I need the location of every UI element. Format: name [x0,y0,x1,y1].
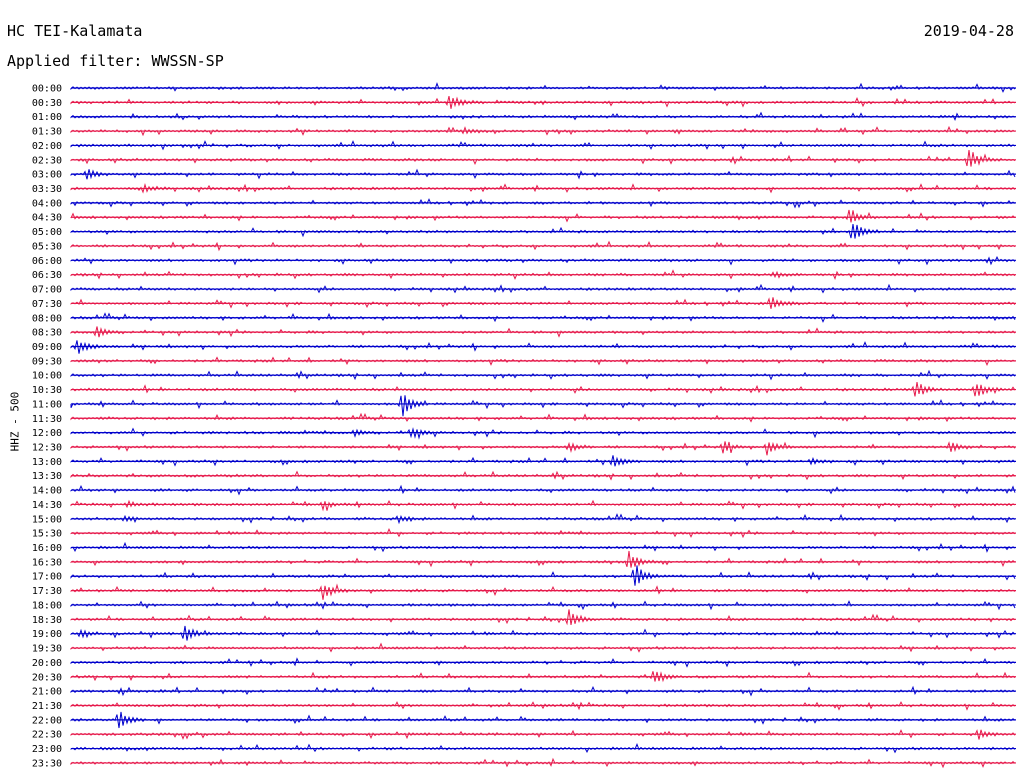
row-time-label: 09:00 [32,342,62,353]
row-time-label: 16:30 [32,557,62,568]
trace-row [70,550,1016,568]
row-time-label: 21:30 [32,701,62,712]
row-time-label: 02:30 [32,155,62,166]
row-time-label: 10:00 [32,371,62,382]
row-time-label: 22:30 [32,730,62,741]
row-time-label: 01:00 [32,112,62,123]
trace-row [70,609,1016,626]
trace-row [70,499,1016,512]
row-time-label: 13:30 [32,471,62,482]
row-time-label: 06:30 [32,270,62,281]
row-time-label: 17:30 [32,586,62,597]
trace-row [70,395,1016,417]
row-time-label: 07:00 [32,285,62,296]
row-time-label: 03:30 [32,184,62,195]
row-time-label: 00:00 [32,84,62,95]
row-time-label: 07:30 [32,299,62,310]
row-time-label: 12:30 [32,443,62,454]
row-time-label: 20:30 [32,672,62,683]
row-time-label: 20:00 [32,658,62,669]
row-time-label: 10:30 [32,385,62,396]
row-time-label: 05:00 [32,227,62,238]
filter-label: Applied filter: WWSSN-SP [7,52,224,70]
row-time-label: 08:30 [32,328,62,339]
row-time-label: 04:30 [32,213,62,224]
row-time-label: 22:00 [32,715,62,726]
row-time-label: 19:00 [32,629,62,640]
row-time-label: 12:00 [32,428,62,439]
trace-row [70,565,1016,586]
trace-row [70,150,1016,167]
row-time-label: 11:30 [32,414,62,425]
trace-row [70,583,1016,600]
row-time-label: 00:30 [32,98,62,109]
row-time-label: 23:30 [32,758,62,769]
row-time-label: 19:30 [32,644,62,655]
row-time-label: 08:00 [32,313,62,324]
row-time-label: 17:00 [32,572,62,583]
row-time-label: 18:00 [32,600,62,611]
row-time-label: 05:30 [32,241,62,252]
row-time-label: 14:30 [32,500,62,511]
row-time-label: 09:30 [32,356,62,367]
seismic-traces [70,82,1016,769]
row-time-label: 15:00 [32,514,62,525]
row-time-label: 11:00 [32,399,62,410]
row-time-label: 03:00 [32,170,62,181]
row-time-label: 14:00 [32,486,62,497]
trace-row [70,209,1016,223]
row-time-label: 02:00 [32,141,62,152]
trace-row [70,441,1016,456]
row-time-label: 04:00 [32,198,62,209]
row-time-label: 01:30 [32,127,62,138]
time-labels: 00:00 00:30 01:00 01:30 02:00 02:30 03:00 03:30… [32,84,62,770]
row-time-label: 13:00 [32,457,62,468]
row-time-label: 16:00 [32,543,62,554]
row-time-label: 18:30 [32,615,62,626]
row-time-label: 06:00 [32,256,62,267]
date-label: 2019-04-28 [923,22,1014,40]
station-title: HC TEI-Kalamata [7,22,143,40]
row-time-label: 15:30 [32,529,62,540]
row-time-label: 23:00 [32,744,62,755]
row-time-label: 21:00 [32,687,62,698]
